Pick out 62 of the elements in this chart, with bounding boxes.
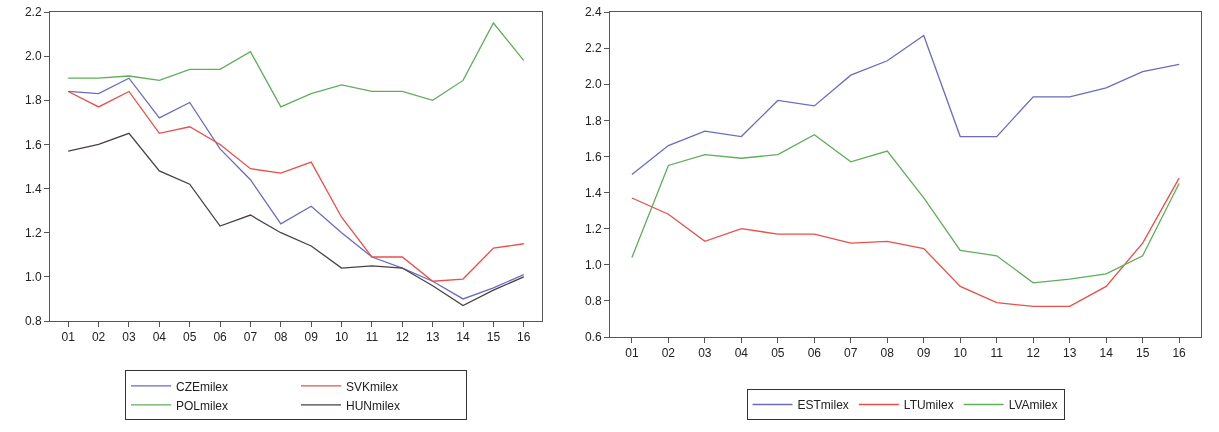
- y-tick-label: 1.6: [24, 137, 42, 152]
- line-series: [631, 134, 1180, 284]
- y-tick-label: 1.0: [24, 270, 42, 285]
- legend-label: CZEmilex: [176, 379, 229, 394]
- y-tick-label: 1.4: [24, 181, 42, 196]
- x-tick-label: 15: [1135, 346, 1150, 361]
- y-tick-label: 2.2: [584, 41, 602, 56]
- y-tick-label: 0.8: [584, 294, 602, 309]
- line-series: [67, 22, 525, 108]
- x-tick-label: 04: [152, 330, 167, 345]
- x-tick-label: 02: [661, 346, 676, 361]
- y-tick-label: 1.4: [584, 185, 602, 200]
- x-tick-label: 07: [844, 346, 858, 361]
- legend-label: LVAmilex: [1008, 398, 1058, 413]
- x-tick-label: 14: [456, 330, 471, 345]
- legend-label: SVKmilex: [346, 379, 399, 394]
- x-tick-label: 13: [1062, 346, 1077, 361]
- line-series: [631, 34, 1180, 176]
- y-tick-label: 1.2: [24, 225, 42, 240]
- line-series: [67, 132, 525, 307]
- legend-label: ESTmilex: [797, 398, 849, 413]
- y-tick-label: 1.8: [24, 93, 42, 108]
- x-tick-label: 12: [1026, 346, 1041, 361]
- x-tick-label: 16: [1172, 346, 1187, 361]
- y-tick-label: 2.0: [24, 49, 42, 64]
- x-tick-label: 01: [61, 330, 76, 345]
- y-tick-label: 1.8: [584, 113, 602, 128]
- y-tick-label: 1.6: [584, 149, 602, 164]
- x-tick-label: 02: [91, 330, 106, 345]
- y-tick-label: 1.2: [584, 221, 602, 236]
- y-tick-label: 2.0: [584, 77, 602, 92]
- legend-label: POLmilex: [176, 398, 229, 413]
- y-tick-label: 1.0: [584, 257, 602, 272]
- x-tick-label: 06: [807, 346, 822, 361]
- x-tick-label: 12: [395, 330, 410, 345]
- x-tick-label: 08: [880, 346, 895, 361]
- x-tick-label: 03: [698, 346, 712, 361]
- x-tick-label: 14: [1099, 346, 1114, 361]
- x-tick-label: 03: [122, 330, 136, 345]
- x-tick-label: 10: [953, 346, 968, 361]
- x-tick-label: 11: [365, 330, 379, 345]
- x-tick-label: 09: [304, 330, 319, 345]
- legend-label: LTUmilex: [903, 398, 954, 413]
- x-tick-label: 06: [213, 330, 228, 345]
- x-tick-label: 11: [990, 346, 1004, 361]
- y-tick-label: 2.4: [584, 5, 602, 20]
- legend-label: HUNmilex: [346, 398, 400, 413]
- y-tick-label: 2.2: [24, 5, 42, 20]
- y-tick-label: 0.6: [584, 330, 602, 345]
- line-series: [631, 177, 1180, 307]
- x-tick-label: 09: [917, 346, 931, 361]
- y-tick-label: 0.8: [24, 314, 42, 329]
- x-tick-label: 04: [734, 346, 749, 361]
- x-tick-label: 05: [771, 346, 785, 361]
- x-tick-label: 13: [425, 330, 440, 345]
- x-tick-label: 01: [625, 346, 639, 361]
- x-tick-label: 05: [183, 330, 197, 345]
- x-tick-label: 08: [274, 330, 288, 345]
- x-tick-label: 07: [243, 330, 258, 345]
- x-tick-label: 16: [517, 330, 531, 345]
- x-tick-label: 10: [334, 330, 349, 345]
- x-tick-label: 15: [486, 330, 501, 345]
